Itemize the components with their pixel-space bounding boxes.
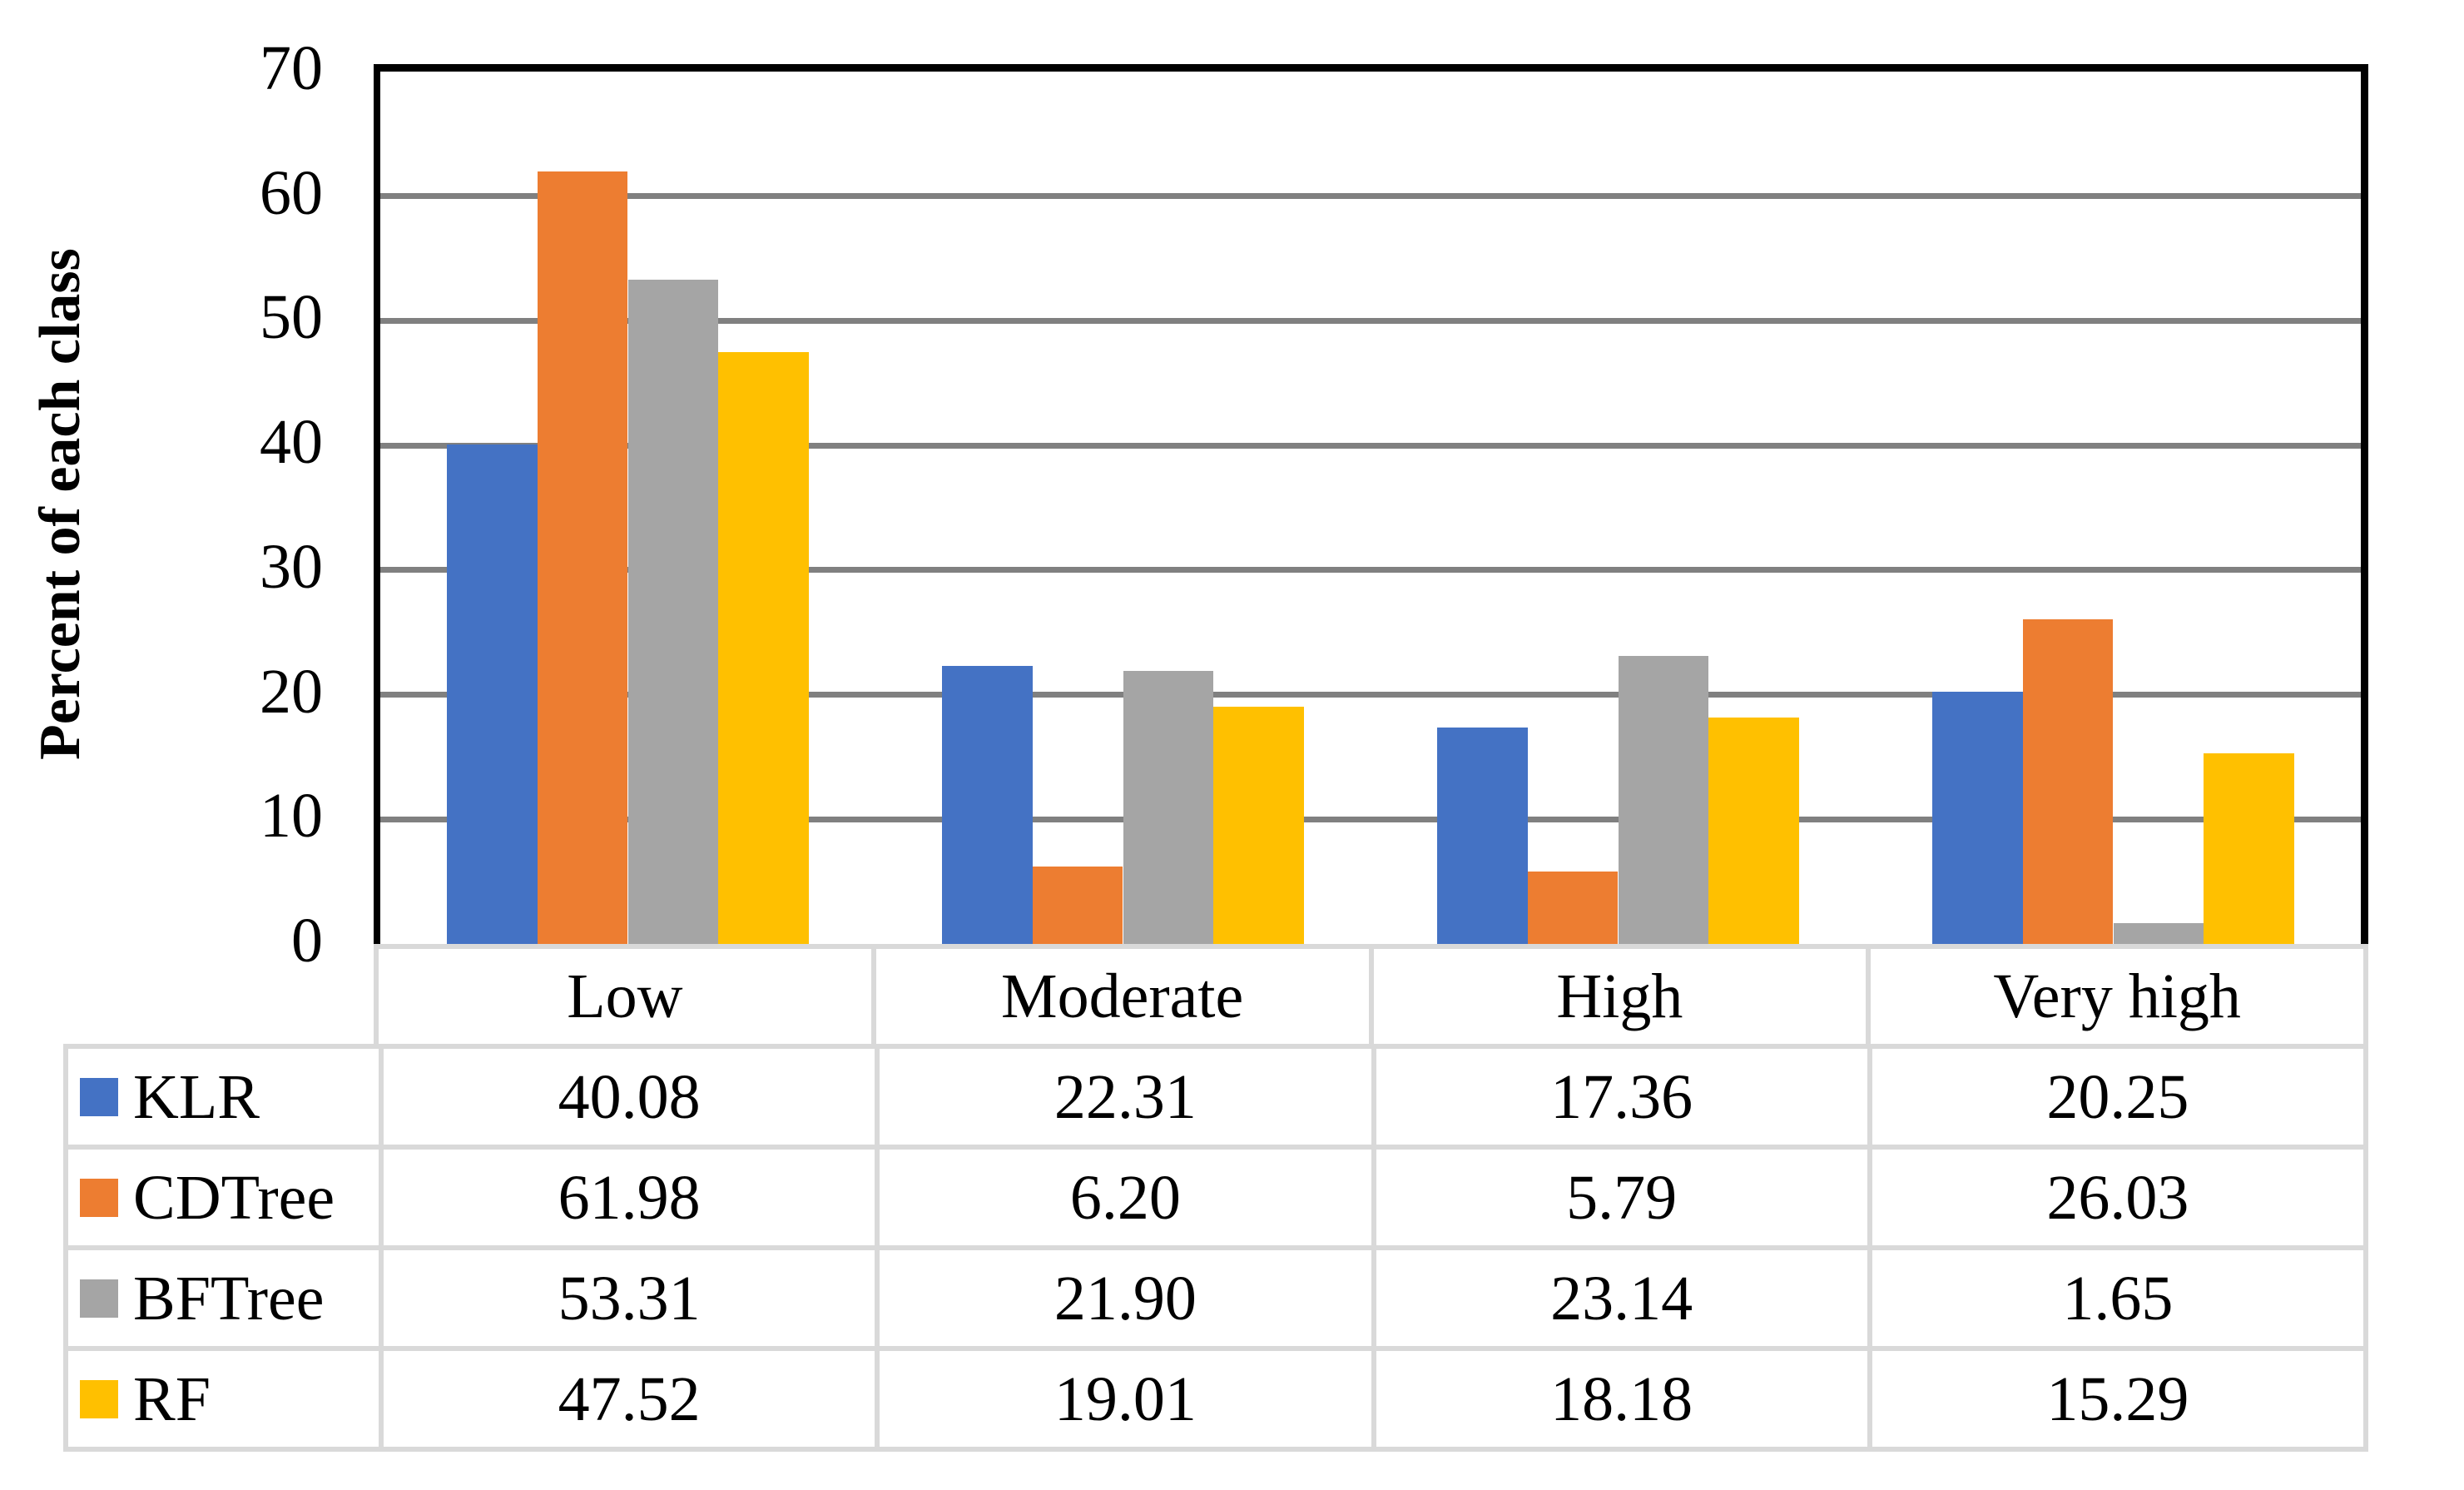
- value-cell-klr-moderate: 22.31: [880, 1049, 1371, 1145]
- legend-swatch-bftree: [80, 1279, 118, 1318]
- y-tick-label-10: 10: [260, 781, 323, 852]
- data-table-header-row: Low Moderate High Very high: [374, 944, 2368, 1044]
- value-cell-bftree-very-high: 1.65: [1872, 1250, 2363, 1346]
- plot-inner: [380, 72, 2361, 944]
- legend-swatch-rf: [80, 1379, 118, 1418]
- bar-rf-low: [718, 351, 810, 944]
- gridline-20: [380, 692, 2361, 698]
- value-cell-klr-low: 40.08: [384, 1049, 875, 1145]
- legend-swatch-cdtree: [80, 1178, 118, 1217]
- legend-swatch-klr: [80, 1077, 118, 1116]
- category-header-cell-moderate: Moderate: [875, 949, 1369, 1044]
- value-cell-cdtree-moderate: 6.20: [880, 1150, 1371, 1245]
- y-tick-label-40: 40: [260, 407, 323, 478]
- value-cell-rf-high: 18.18: [1376, 1351, 1867, 1447]
- bar-rf-very-high: [2204, 753, 2295, 944]
- y-tick-label-20: 20: [260, 656, 323, 727]
- value-cell-klr-high: 17.36: [1376, 1049, 1867, 1145]
- y-tick-label-50: 50: [260, 282, 323, 353]
- value-cell-rf-low: 47.52: [384, 1351, 875, 1447]
- y-tick-label-30: 30: [260, 531, 323, 602]
- bar-bftree-moderate: [1123, 671, 1214, 944]
- bar-bftree-low: [627, 279, 719, 944]
- gridline-30: [380, 567, 2361, 574]
- bar-rf-high: [1708, 717, 1800, 944]
- bar-klr-low: [446, 444, 538, 944]
- series-name-klr: KLR: [133, 1061, 260, 1132]
- bar-klr-high: [1436, 728, 1528, 944]
- value-cell-cdtree-low: 61.98: [384, 1150, 875, 1245]
- category-header-cell-very-high: Very high: [1871, 949, 2363, 1044]
- value-cell-klr-very-high: 20.25: [1872, 1049, 2363, 1145]
- bar-cdtree-very-high: [2022, 619, 2114, 944]
- value-cell-rf-very-high: 15.29: [1872, 1351, 2363, 1447]
- category-header-cell-low: Low: [379, 949, 871, 1044]
- category-header-cell-high: High: [1373, 949, 1867, 1044]
- y-tick-label-60: 60: [260, 157, 323, 228]
- bar-cdtree-moderate: [1032, 867, 1123, 944]
- bar-klr-moderate: [941, 665, 1033, 944]
- series-name-bftree: BFTree: [133, 1263, 325, 1334]
- bar-klr-very-high: [1931, 691, 2023, 944]
- gridline-50: [380, 317, 2361, 324]
- gridline-10: [380, 816, 2361, 822]
- bar-cdtree-high: [1527, 872, 1619, 944]
- series-name-cdtree: CDTree: [133, 1162, 335, 1233]
- y-tick-label-0: 0: [291, 906, 323, 976]
- value-cell-cdtree-very-high: 26.03: [1872, 1150, 2363, 1245]
- value-cell-bftree-low: 53.31: [384, 1250, 875, 1346]
- gridline-60: [380, 193, 2361, 200]
- bar-rf-moderate: [1213, 707, 1305, 944]
- y-tick-label-70: 70: [260, 33, 323, 103]
- value-cell-cdtree-high: 5.79: [1376, 1150, 1867, 1245]
- legend-cell-rf: RF: [68, 1351, 379, 1447]
- bar-cdtree-low: [537, 171, 628, 944]
- value-cell-bftree-moderate: 21.90: [880, 1250, 1371, 1346]
- legend-cell-bftree: BFTree: [68, 1250, 379, 1346]
- legend-cell-cdtree: CDTree: [68, 1150, 379, 1245]
- value-cell-rf-moderate: 19.01: [880, 1351, 1371, 1447]
- plot-area: [374, 64, 2368, 944]
- legend-cell-klr: KLR: [68, 1049, 379, 1145]
- bar-bftree-very-high: [2113, 923, 2204, 944]
- value-cell-bftree-high: 23.14: [1376, 1250, 1867, 1346]
- bar-bftree-high: [1618, 655, 1709, 944]
- gridline-40: [380, 442, 2361, 449]
- series-name-rf: RF: [133, 1363, 211, 1434]
- data-table-body: KLR 40.08 22.31 17.36 20.25 CDTree 61.98 6.20 5.…: [63, 1044, 2368, 1452]
